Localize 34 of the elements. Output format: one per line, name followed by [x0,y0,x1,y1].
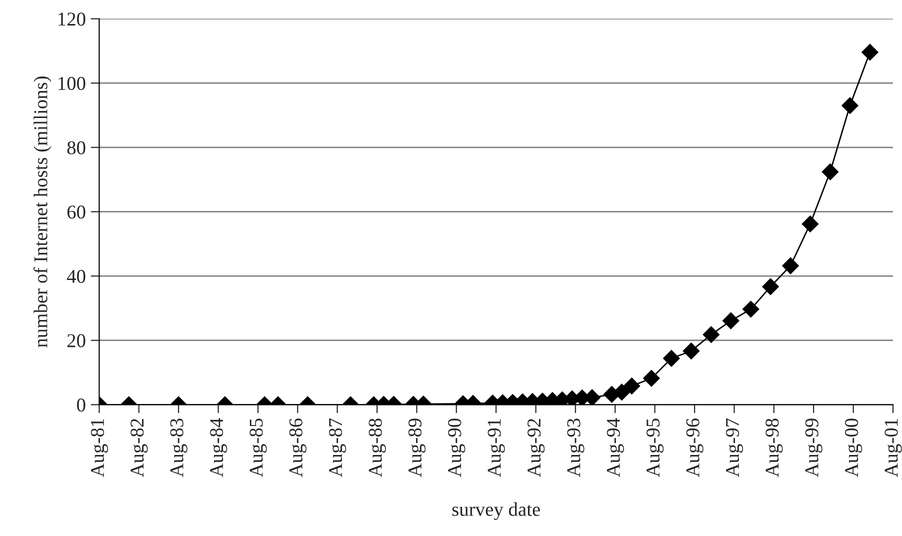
x-tick-label: Aug-88 [368,418,386,478]
y-tick-label: 100 [58,76,86,90]
y-tick-label: 60 [67,206,86,219]
y-tick-label: 80 [67,141,86,154]
x-tick-label: Aug-86 [289,418,306,478]
x-tick-label: Aug-00 [845,418,862,478]
point [782,257,799,274]
x-tick-label: Aug-96 [686,418,704,478]
x-tick-label: Aug-89 [408,418,426,478]
x-tick-label: Aug-93 [567,418,584,478]
point [802,216,819,232]
x-axis-title: survey date [452,502,540,520]
x-tick-label: Aug-99 [805,418,822,478]
x-tick-label: Aug-84 [210,418,228,478]
x-tick-label: Aug-94 [606,418,624,478]
x-tick-label: Aug-81 [90,419,108,478]
y-tick-label: 40 [66,270,86,283]
x-tick-label: Aug-95 [646,418,664,478]
x-tick-label: Aug-97 [726,418,744,478]
x-tick-label: Aug-85 [250,418,267,478]
point [822,163,839,180]
x-tick-label: Aug-82 [130,418,148,478]
y-tick-label: 120 [58,12,86,26]
x-tick-label: Aug-01 [884,419,902,478]
x-tick-label: Aug-83 [170,418,188,478]
x-tick-label: Aug-98 [766,418,783,478]
y-axis-title: number of Internet hosts (millions) [33,76,52,348]
y-tick-label: 0 [77,398,86,412]
x-tick-label: Aug-87 [328,418,346,478]
x-tick-label: Aug-92 [528,418,545,478]
x-tick-label: Aug-91 [488,419,505,478]
point [842,97,858,114]
x-tick-label: Aug-90 [448,418,466,478]
y-tick-label: 20 [67,334,86,348]
